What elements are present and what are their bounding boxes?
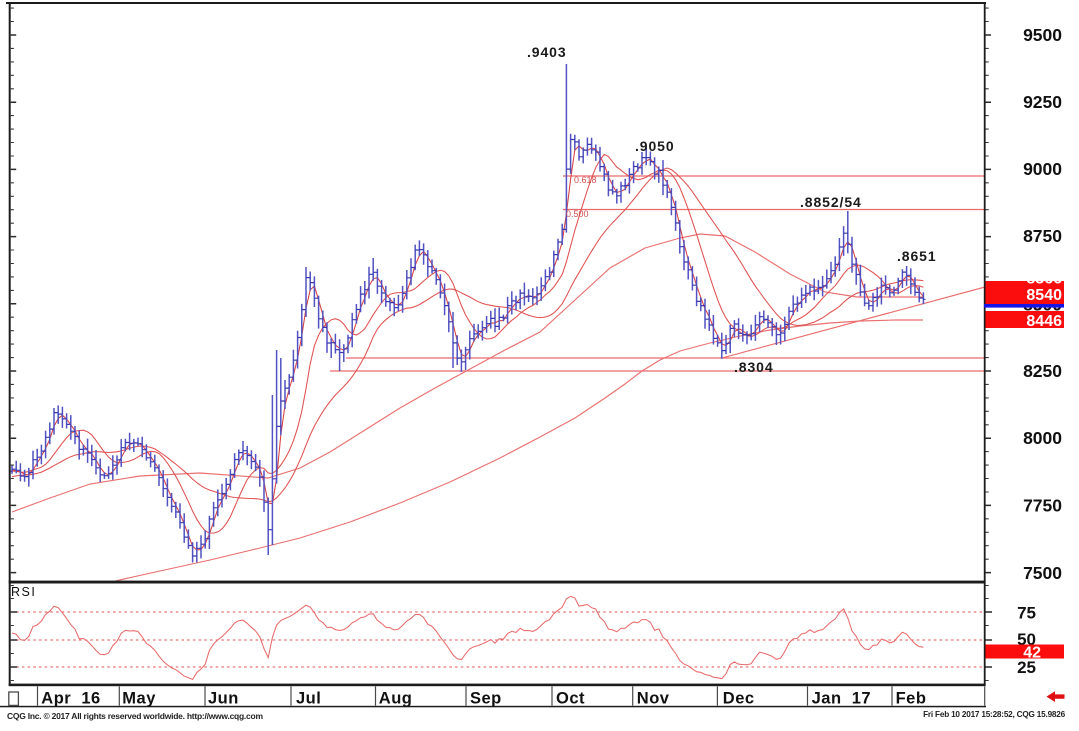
svg-text:0.500: 0.500 xyxy=(566,209,589,219)
svg-text:Oct: Oct xyxy=(556,690,585,708)
svg-text:Dec: Dec xyxy=(723,690,755,708)
svg-text:CQG Inc. © 2017 All rights res: CQG Inc. © 2017 All rights reserved worl… xyxy=(7,711,263,721)
svg-text:Jan 17: Jan 17 xyxy=(812,690,871,708)
svg-text:8446: 8446 xyxy=(1026,313,1062,330)
svg-text:.8852/54: .8852/54 xyxy=(800,194,862,210)
svg-text:50: 50 xyxy=(1017,630,1036,649)
svg-text:Fri Feb 10 2017 15:28:52, CQG: Fri Feb 10 2017 15:28:52, CQG 15.9826 xyxy=(923,710,1066,719)
svg-text:RSI: RSI xyxy=(11,585,36,599)
svg-text:.9403: .9403 xyxy=(527,44,567,60)
svg-text:8540: 8540 xyxy=(1026,287,1062,304)
svg-text:.8651: .8651 xyxy=(897,248,937,264)
svg-text:Feb: Feb xyxy=(896,690,927,708)
svg-text:Sep: Sep xyxy=(470,690,502,708)
svg-text:9250: 9250 xyxy=(1023,92,1062,112)
svg-text:9500: 9500 xyxy=(1023,25,1062,45)
svg-text:0.618: 0.618 xyxy=(574,175,597,185)
svg-text:8750: 8750 xyxy=(1023,226,1062,246)
svg-text:8250: 8250 xyxy=(1023,361,1062,381)
svg-text:Jun: Jun xyxy=(208,690,239,708)
svg-text:Apr 16: Apr 16 xyxy=(41,690,100,708)
svg-text:Aug: Aug xyxy=(379,690,413,708)
svg-text:.8304: .8304 xyxy=(734,359,774,375)
svg-text:.9050: .9050 xyxy=(635,138,675,154)
svg-text:Nov: Nov xyxy=(637,690,670,708)
svg-text:7750: 7750 xyxy=(1023,496,1062,516)
svg-text:42: 42 xyxy=(1023,644,1041,661)
svg-text:25: 25 xyxy=(1017,658,1036,677)
svg-text:8566: 8566 xyxy=(1026,271,1062,288)
svg-text:Jul: Jul xyxy=(296,690,321,708)
svg-text:75: 75 xyxy=(1017,604,1036,623)
svg-text:7500: 7500 xyxy=(1023,563,1062,583)
svg-text:May: May xyxy=(122,690,156,708)
svg-text:8000: 8000 xyxy=(1023,428,1062,448)
svg-text:9000: 9000 xyxy=(1023,159,1062,179)
